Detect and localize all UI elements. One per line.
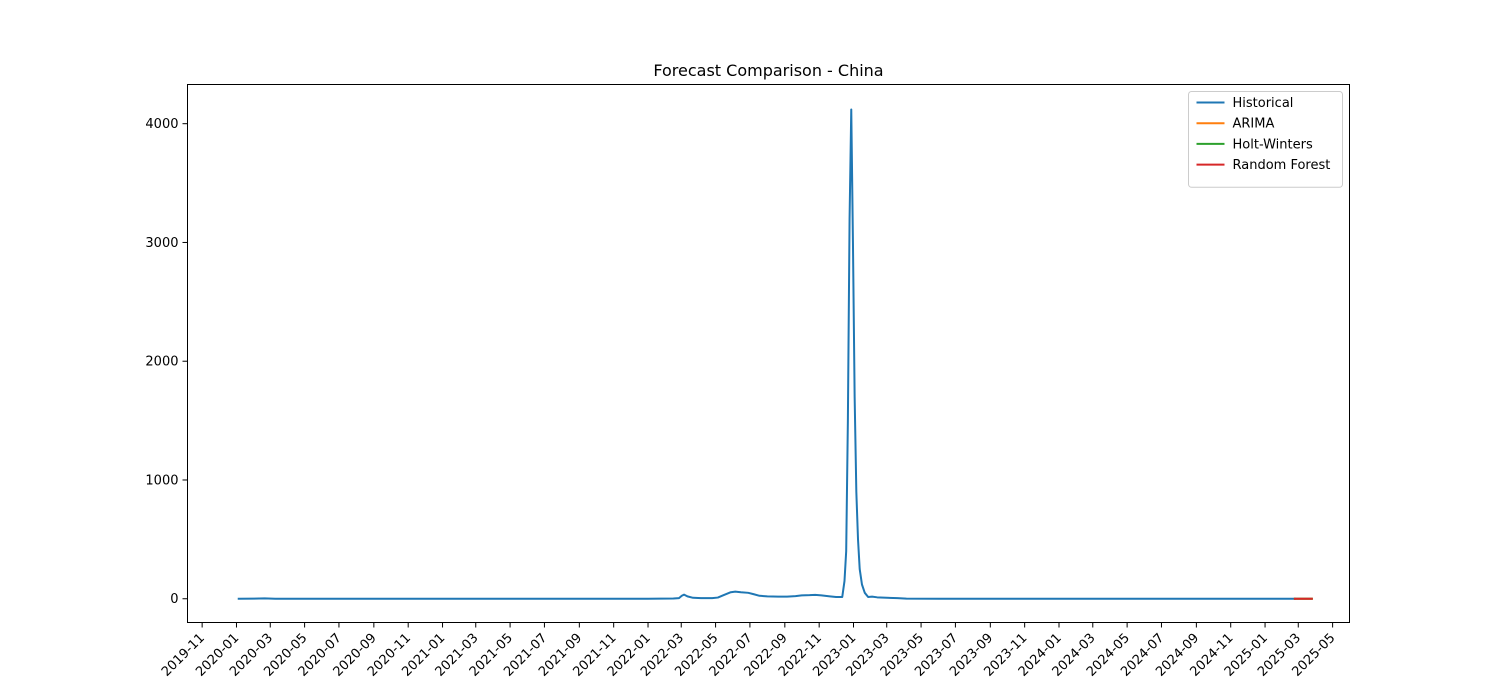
plot-frame [187, 84, 1350, 623]
y-tick-label: 1000 [145, 473, 178, 488]
series-line-historical [237, 108, 1296, 600]
legend-label: Holt-Winters [1233, 137, 1313, 152]
y-tick-label: 4000 [145, 117, 178, 132]
y-tick-label: 0 [170, 592, 178, 607]
x-axis: 2019-112020-012020-032020-052020-072020-… [159, 622, 1338, 680]
legend-label: Historical [1233, 96, 1294, 111]
legend: Historical ARIMA Holt-Winters Random Forest [1188, 91, 1343, 188]
y-axis: 0 1000 2000 3000 4000 [145, 117, 188, 607]
legend-box [1188, 91, 1343, 188]
legend-label: Random Forest [1233, 158, 1331, 173]
y-tick-label: 3000 [145, 236, 178, 251]
y-tick-label: 2000 [145, 355, 178, 370]
chart-title: Forecast Comparison - China [653, 61, 883, 80]
legend-label: ARIMA [1233, 117, 1275, 132]
